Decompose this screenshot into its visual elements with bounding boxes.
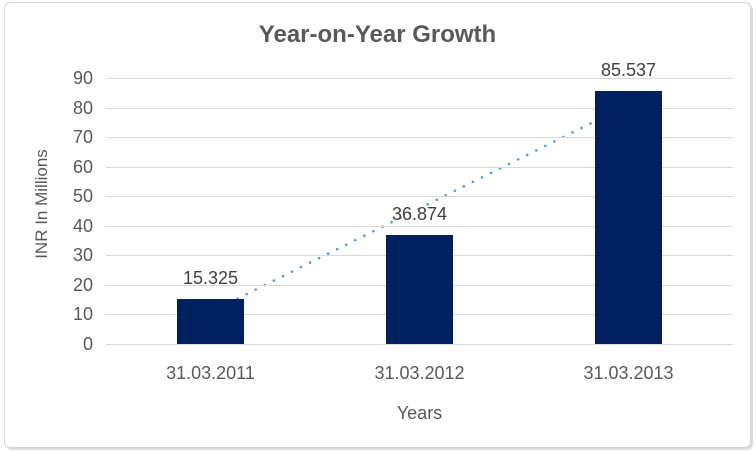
chart-frame: Year-on-Year Growth INR In Millions Year… [4, 2, 751, 448]
gridline [106, 107, 733, 109]
category-label: 31.03.2011 [166, 363, 255, 383]
ytick-label: 40 [72, 215, 93, 236]
ytick-label: 50 [72, 186, 93, 207]
category-label: 31.03.2012 [374, 363, 465, 383]
ytick-label: 70 [72, 127, 93, 148]
gridline [106, 166, 733, 168]
bar [386, 235, 453, 344]
bar [177, 298, 244, 344]
bar [595, 91, 662, 344]
data-label: 36.874 [391, 204, 448, 225]
chart-title: Year-on-Year Growth [258, 21, 497, 48]
ytick-label: 30 [72, 245, 93, 266]
gridline [106, 196, 733, 198]
x-axis-title: Years [396, 403, 443, 423]
ytick-label: 60 [72, 156, 93, 177]
category-label: 31.03.2013 [583, 363, 674, 383]
data-label: 85.537 [600, 60, 657, 81]
ytick-label: 20 [72, 274, 93, 295]
gridline [106, 225, 733, 227]
ytick-label: 10 [72, 304, 93, 325]
ytick-label: 0 [82, 334, 93, 354]
gridline [106, 137, 733, 139]
gridline [106, 344, 733, 345]
data-label: 15.325 [182, 267, 239, 288]
ytick-label: 80 [72, 97, 93, 118]
gridline [106, 78, 733, 79]
ytick-label: 90 [72, 68, 93, 88]
